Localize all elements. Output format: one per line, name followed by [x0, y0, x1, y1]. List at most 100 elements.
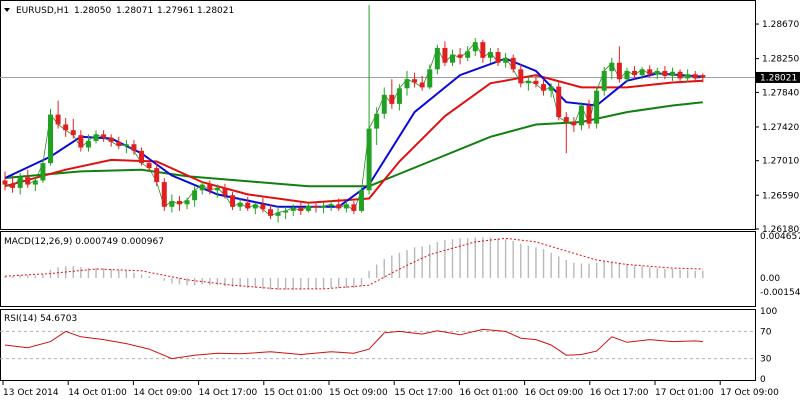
candle-body	[290, 207, 296, 211]
candle-body	[139, 150, 145, 164]
candle-body	[571, 121, 577, 126]
candle-body	[351, 204, 357, 211]
candle	[176, 196, 182, 211]
candle-body	[184, 200, 190, 205]
candle-body	[586, 105, 592, 124]
candle	[472, 38, 478, 57]
candle	[328, 200, 334, 211]
candle-body	[685, 74, 691, 79]
candle-body	[161, 182, 167, 207]
candle-body	[495, 52, 501, 63]
candle	[10, 175, 16, 193]
candle-body	[237, 202, 243, 207]
price-panel: EURUSD,H1 1.28050 1.28071 1.27961 1.2802…	[0, 0, 800, 235]
candle	[63, 117, 69, 137]
rsi-panel-label: RSI(14) 54.6703	[4, 314, 77, 324]
rsi-tick-30: 30	[760, 355, 772, 365]
candle-body	[434, 47, 440, 70]
candle-body	[336, 204, 342, 209]
rsi-tick-100: 100	[760, 307, 777, 317]
rsi-panel: RSI(14) 54.6703 100 70 30 0	[0, 307, 777, 385]
candle-body	[632, 70, 638, 76]
macd-tick-min: -0.001548	[760, 288, 800, 298]
candle	[85, 134, 91, 152]
candle-body	[17, 177, 23, 188]
candle	[260, 197, 266, 213]
candle-body	[541, 84, 547, 91]
candle	[366, 5, 372, 195]
candle	[450, 49, 456, 67]
rsi-panel-frame	[0, 309, 756, 381]
candle	[78, 130, 84, 152]
candle	[48, 108, 54, 166]
candle	[669, 67, 675, 81]
candle-body	[601, 70, 607, 91]
time-tick-label: 16 Oct 17:00	[590, 388, 649, 398]
candle-body	[624, 70, 630, 80]
candle-body	[2, 180, 8, 185]
candle-body	[63, 124, 69, 131]
candle	[70, 118, 76, 139]
candle	[17, 173, 23, 195]
time-tick-label: 14 Oct 17:00	[199, 388, 258, 398]
candle	[525, 76, 531, 91]
candle-body	[404, 79, 410, 89]
macd-panel: MACD(12,26,9) 0.000749 0.000967 0.004657…	[0, 231, 800, 307]
panel-menu-triangle-icon[interactable]	[4, 8, 10, 12]
candle-body	[647, 69, 653, 75]
candle-body	[123, 144, 129, 146]
time-tick-label: 13 Oct 2014	[3, 388, 59, 398]
price-header-high: 1.28071	[116, 6, 153, 16]
candle	[404, 70, 410, 96]
macd-tick-zero: 0.00	[760, 274, 780, 284]
candle	[594, 87, 600, 129]
candle	[290, 204, 296, 216]
price-header-low: 1.27961	[157, 6, 194, 16]
candle	[101, 130, 107, 142]
candle	[40, 160, 46, 183]
candle-body	[487, 52, 493, 58]
candlesticks	[2, 5, 706, 223]
price-header-open: 1.28050	[74, 6, 111, 16]
candle-body	[594, 90, 600, 124]
candle	[25, 169, 31, 188]
candle-body	[548, 86, 554, 91]
candle	[237, 198, 243, 211]
candle	[396, 84, 402, 111]
candle	[207, 180, 213, 195]
candle-body	[169, 201, 175, 207]
candle	[548, 83, 554, 98]
macd-signal-line	[4, 237, 703, 290]
candle	[358, 187, 364, 213]
macd-histogram	[4, 237, 704, 290]
candle	[93, 130, 99, 144]
candle-body	[283, 210, 289, 213]
macd-panel-label: MACD(12,26,9) 0.000749 0.000967	[4, 237, 164, 247]
candle	[533, 75, 539, 88]
candle-body	[510, 57, 516, 70]
price-tick-label: 1.28250	[762, 55, 799, 65]
candle-body	[207, 184, 213, 191]
rsi-tick-0: 0	[760, 375, 766, 385]
candle-body	[267, 209, 273, 216]
candle	[116, 136, 122, 150]
candle	[639, 66, 645, 80]
candle-body	[298, 207, 304, 211]
current-price-marker	[756, 71, 800, 83]
candle-body	[131, 144, 137, 151]
candle-body	[692, 74, 698, 79]
candle-body	[55, 114, 61, 125]
candle	[563, 112, 569, 154]
candle	[336, 198, 342, 211]
candle-body	[343, 204, 349, 209]
time-tick-label: 15 Oct 01:00	[264, 388, 323, 398]
candle-body	[85, 140, 91, 148]
candle-body	[472, 42, 478, 52]
candle-body	[381, 94, 387, 114]
candle-body	[480, 42, 486, 58]
candle-body	[639, 69, 645, 76]
candle-body	[677, 71, 683, 79]
price-tick-label: 1.27840	[762, 88, 799, 98]
